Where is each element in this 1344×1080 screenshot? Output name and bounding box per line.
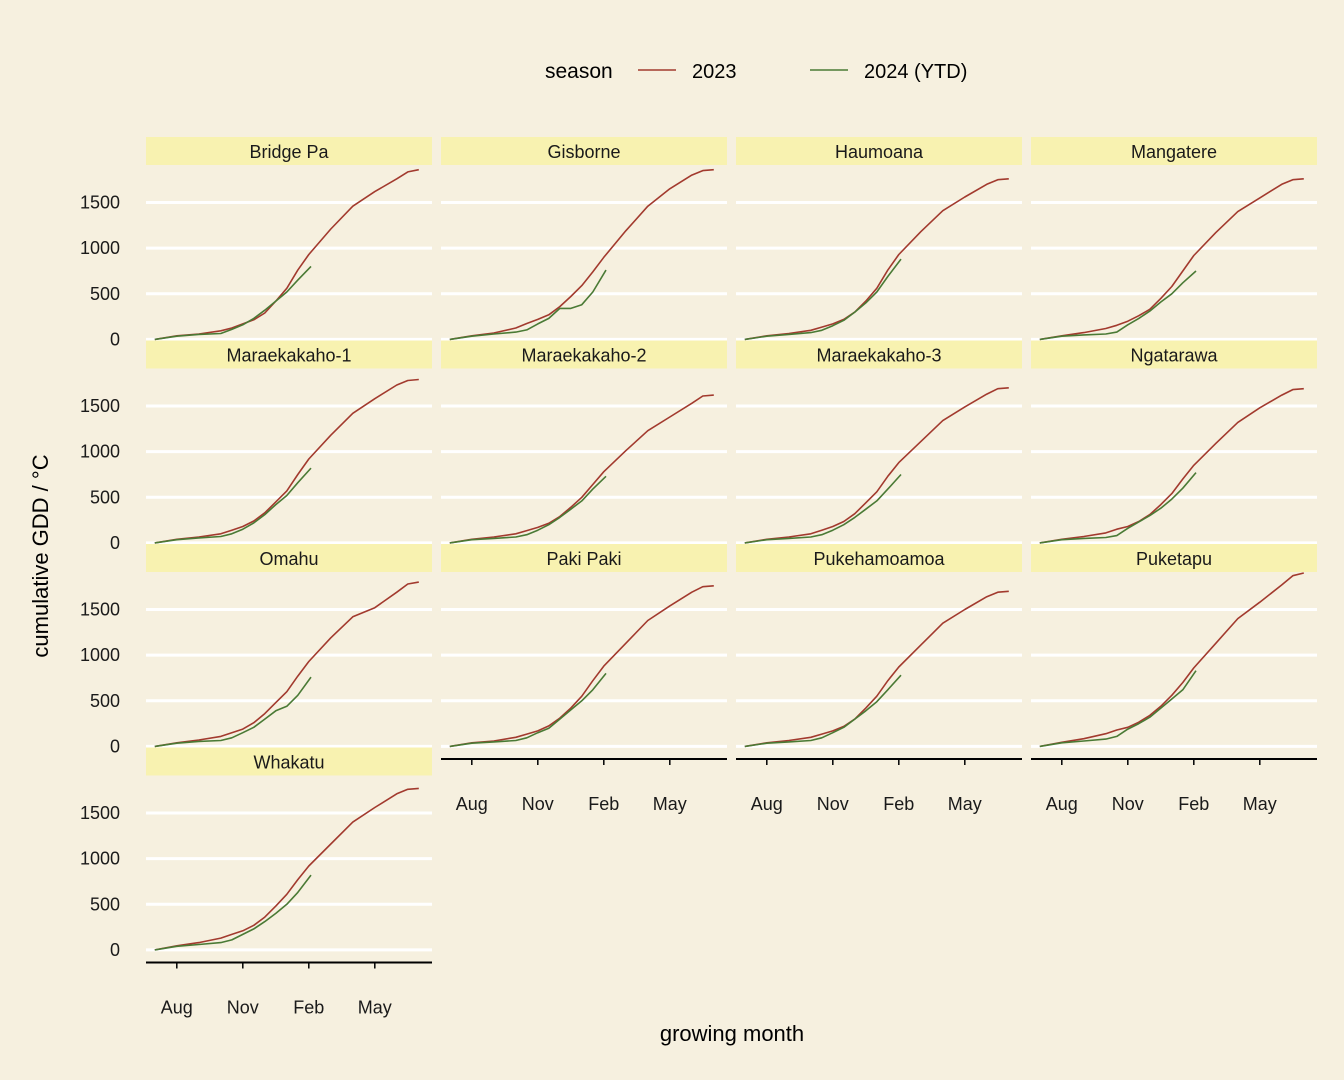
x-tick-label-whakatu-feb: Feb — [293, 998, 324, 1018]
strip-pukehamoamoa — [736, 544, 1022, 572]
x-tick-label-pukehamoamoa-may: May — [948, 794, 982, 814]
series-line-pukehamoamoa-2023 — [744, 590, 1009, 748]
x-tick-label-puketapu-may: May — [1243, 794, 1277, 814]
x-tick-label-paki-paki-aug: Aug — [456, 794, 488, 814]
strip-label-ngatarawa: Ngatarawa — [1130, 346, 1218, 366]
series-line-mangatere-2023 — [1039, 178, 1304, 341]
strip-label-mangatere: Mangatere — [1131, 142, 1217, 162]
strip-ngatarawa — [1031, 340, 1317, 369]
y-tick-label-whakatu-500: 500 — [90, 894, 120, 914]
x-tick-label-pukehamoamoa-feb: Feb — [883, 794, 914, 814]
series-line-maraekakaho-2-2024-ytd- — [449, 475, 607, 544]
y-tick-label-bridge-pa-500: 500 — [90, 284, 120, 304]
y-tick-label-whakatu-1500: 1500 — [80, 803, 120, 823]
series-line-ngatarawa-2024-ytd- — [1039, 472, 1197, 544]
series-line-maraekakaho-2-2023 — [449, 394, 714, 544]
y-tick-label-maraekakaho-1-1500: 1500 — [80, 396, 120, 416]
series-line-whakatu-2023 — [154, 787, 419, 951]
series-line-paki-paki-2024-ytd- — [449, 672, 607, 748]
strip-haumoana — [736, 137, 1022, 165]
x-tick-label-puketapu-aug: Aug — [1046, 794, 1078, 814]
legend-label-1: 2023 — [692, 61, 737, 83]
strip-paki-paki — [441, 544, 727, 572]
strip-gisborne — [441, 137, 727, 165]
x-tick-label-paki-paki-feb: Feb — [588, 794, 619, 814]
strip-puketapu — [1031, 544, 1317, 572]
y-axis-title: cumulative GDD / °C — [28, 454, 53, 657]
series-line-whakatu-2024-ytd- — [154, 874, 312, 951]
strip-maraekakaho-1 — [146, 340, 432, 369]
strip-label-gisborne: Gisborne — [547, 142, 620, 162]
y-tick-label-bridge-pa-1500: 1500 — [80, 193, 120, 213]
strip-maraekakaho-3 — [736, 340, 1022, 369]
series-line-gisborne-2023 — [449, 168, 714, 341]
strip-bridge-pa — [146, 137, 432, 165]
x-tick-label-pukehamoamoa-aug: Aug — [751, 794, 783, 814]
y-tick-label-whakatu-0: 0 — [110, 940, 120, 960]
strip-label-maraekakaho-3: Maraekakaho-3 — [816, 346, 941, 366]
x-tick-label-puketapu-nov: Nov — [1112, 794, 1144, 814]
y-tick-label-bridge-pa-1000: 1000 — [80, 238, 120, 258]
x-tick-label-paki-paki-nov: Nov — [522, 794, 554, 814]
series-line-bridge-pa-2024-ytd- — [154, 265, 312, 341]
strip-label-paki-paki: Paki Paki — [546, 549, 621, 569]
strip-label-puketapu: Puketapu — [1136, 549, 1212, 569]
legend-label-2: 2024 (YTD) — [864, 61, 967, 83]
x-tick-label-puketapu-feb: Feb — [1178, 794, 1209, 814]
y-tick-label-maraekakaho-1-1000: 1000 — [80, 442, 120, 462]
strip-label-whakatu: Whakatu — [253, 753, 324, 773]
series-line-bridge-pa-2023 — [154, 168, 419, 341]
strip-label-omahu: Omahu — [259, 549, 318, 569]
x-tick-label-paki-paki-may: May — [653, 794, 687, 814]
y-tick-label-maraekakaho-1-500: 500 — [90, 487, 120, 507]
x-tick-label-pukehamoamoa-nov: Nov — [817, 794, 849, 814]
y-tick-label-omahu-1000: 1000 — [80, 645, 120, 665]
series-line-ngatarawa-2023 — [1039, 387, 1304, 544]
strip-label-maraekakaho-2: Maraekakaho-2 — [521, 346, 646, 366]
series-line-maraekakaho-3-2023 — [744, 387, 1009, 544]
series-line-gisborne-2024-ytd- — [449, 269, 607, 341]
y-tick-label-maraekakaho-1-0: 0 — [110, 533, 120, 553]
series-line-pukehamoamoa-2024-ytd- — [744, 674, 902, 748]
y-tick-label-omahu-1500: 1500 — [80, 600, 120, 620]
y-tick-label-whakatu-1000: 1000 — [80, 849, 120, 869]
x-tick-label-whakatu-nov: Nov — [227, 998, 259, 1018]
series-line-puketapu-2024-ytd- — [1039, 670, 1197, 748]
strip-omahu — [146, 544, 432, 572]
strip-maraekakaho-2 — [441, 340, 727, 369]
series-line-mangatere-2024-ytd- — [1039, 270, 1197, 341]
strip-label-pukehamoamoa: Pukehamoamoa — [813, 549, 945, 569]
series-line-maraekakaho-1-2024-ytd- — [154, 467, 312, 544]
strip-mangatere — [1031, 137, 1317, 165]
legend-title: season — [545, 60, 613, 83]
y-tick-label-omahu-500: 500 — [90, 691, 120, 711]
strip-whakatu — [146, 747, 432, 776]
y-tick-label-omahu-0: 0 — [110, 736, 120, 756]
strip-label-bridge-pa: Bridge Pa — [249, 142, 329, 162]
series-line-maraekakaho-3-2024-ytd- — [744, 473, 902, 544]
series-line-haumoana-2024-ytd- — [744, 258, 902, 341]
x-axis-title: growing month — [660, 1021, 804, 1046]
x-tick-label-whakatu-aug: Aug — [161, 998, 193, 1018]
series-line-omahu-2023 — [154, 581, 419, 748]
series-line-paki-paki-2023 — [449, 585, 714, 748]
series-line-maraekakaho-1-2023 — [154, 378, 419, 544]
strip-label-haumoana: Haumoana — [835, 142, 924, 162]
y-tick-label-bridge-pa-0: 0 — [110, 329, 120, 349]
series-line-omahu-2024-ytd- — [154, 676, 312, 748]
series-line-haumoana-2023 — [744, 178, 1009, 341]
x-tick-label-whakatu-may: May — [358, 998, 392, 1018]
series-line-puketapu-2023 — [1039, 572, 1304, 748]
strip-label-maraekakaho-1: Maraekakaho-1 — [226, 346, 351, 366]
